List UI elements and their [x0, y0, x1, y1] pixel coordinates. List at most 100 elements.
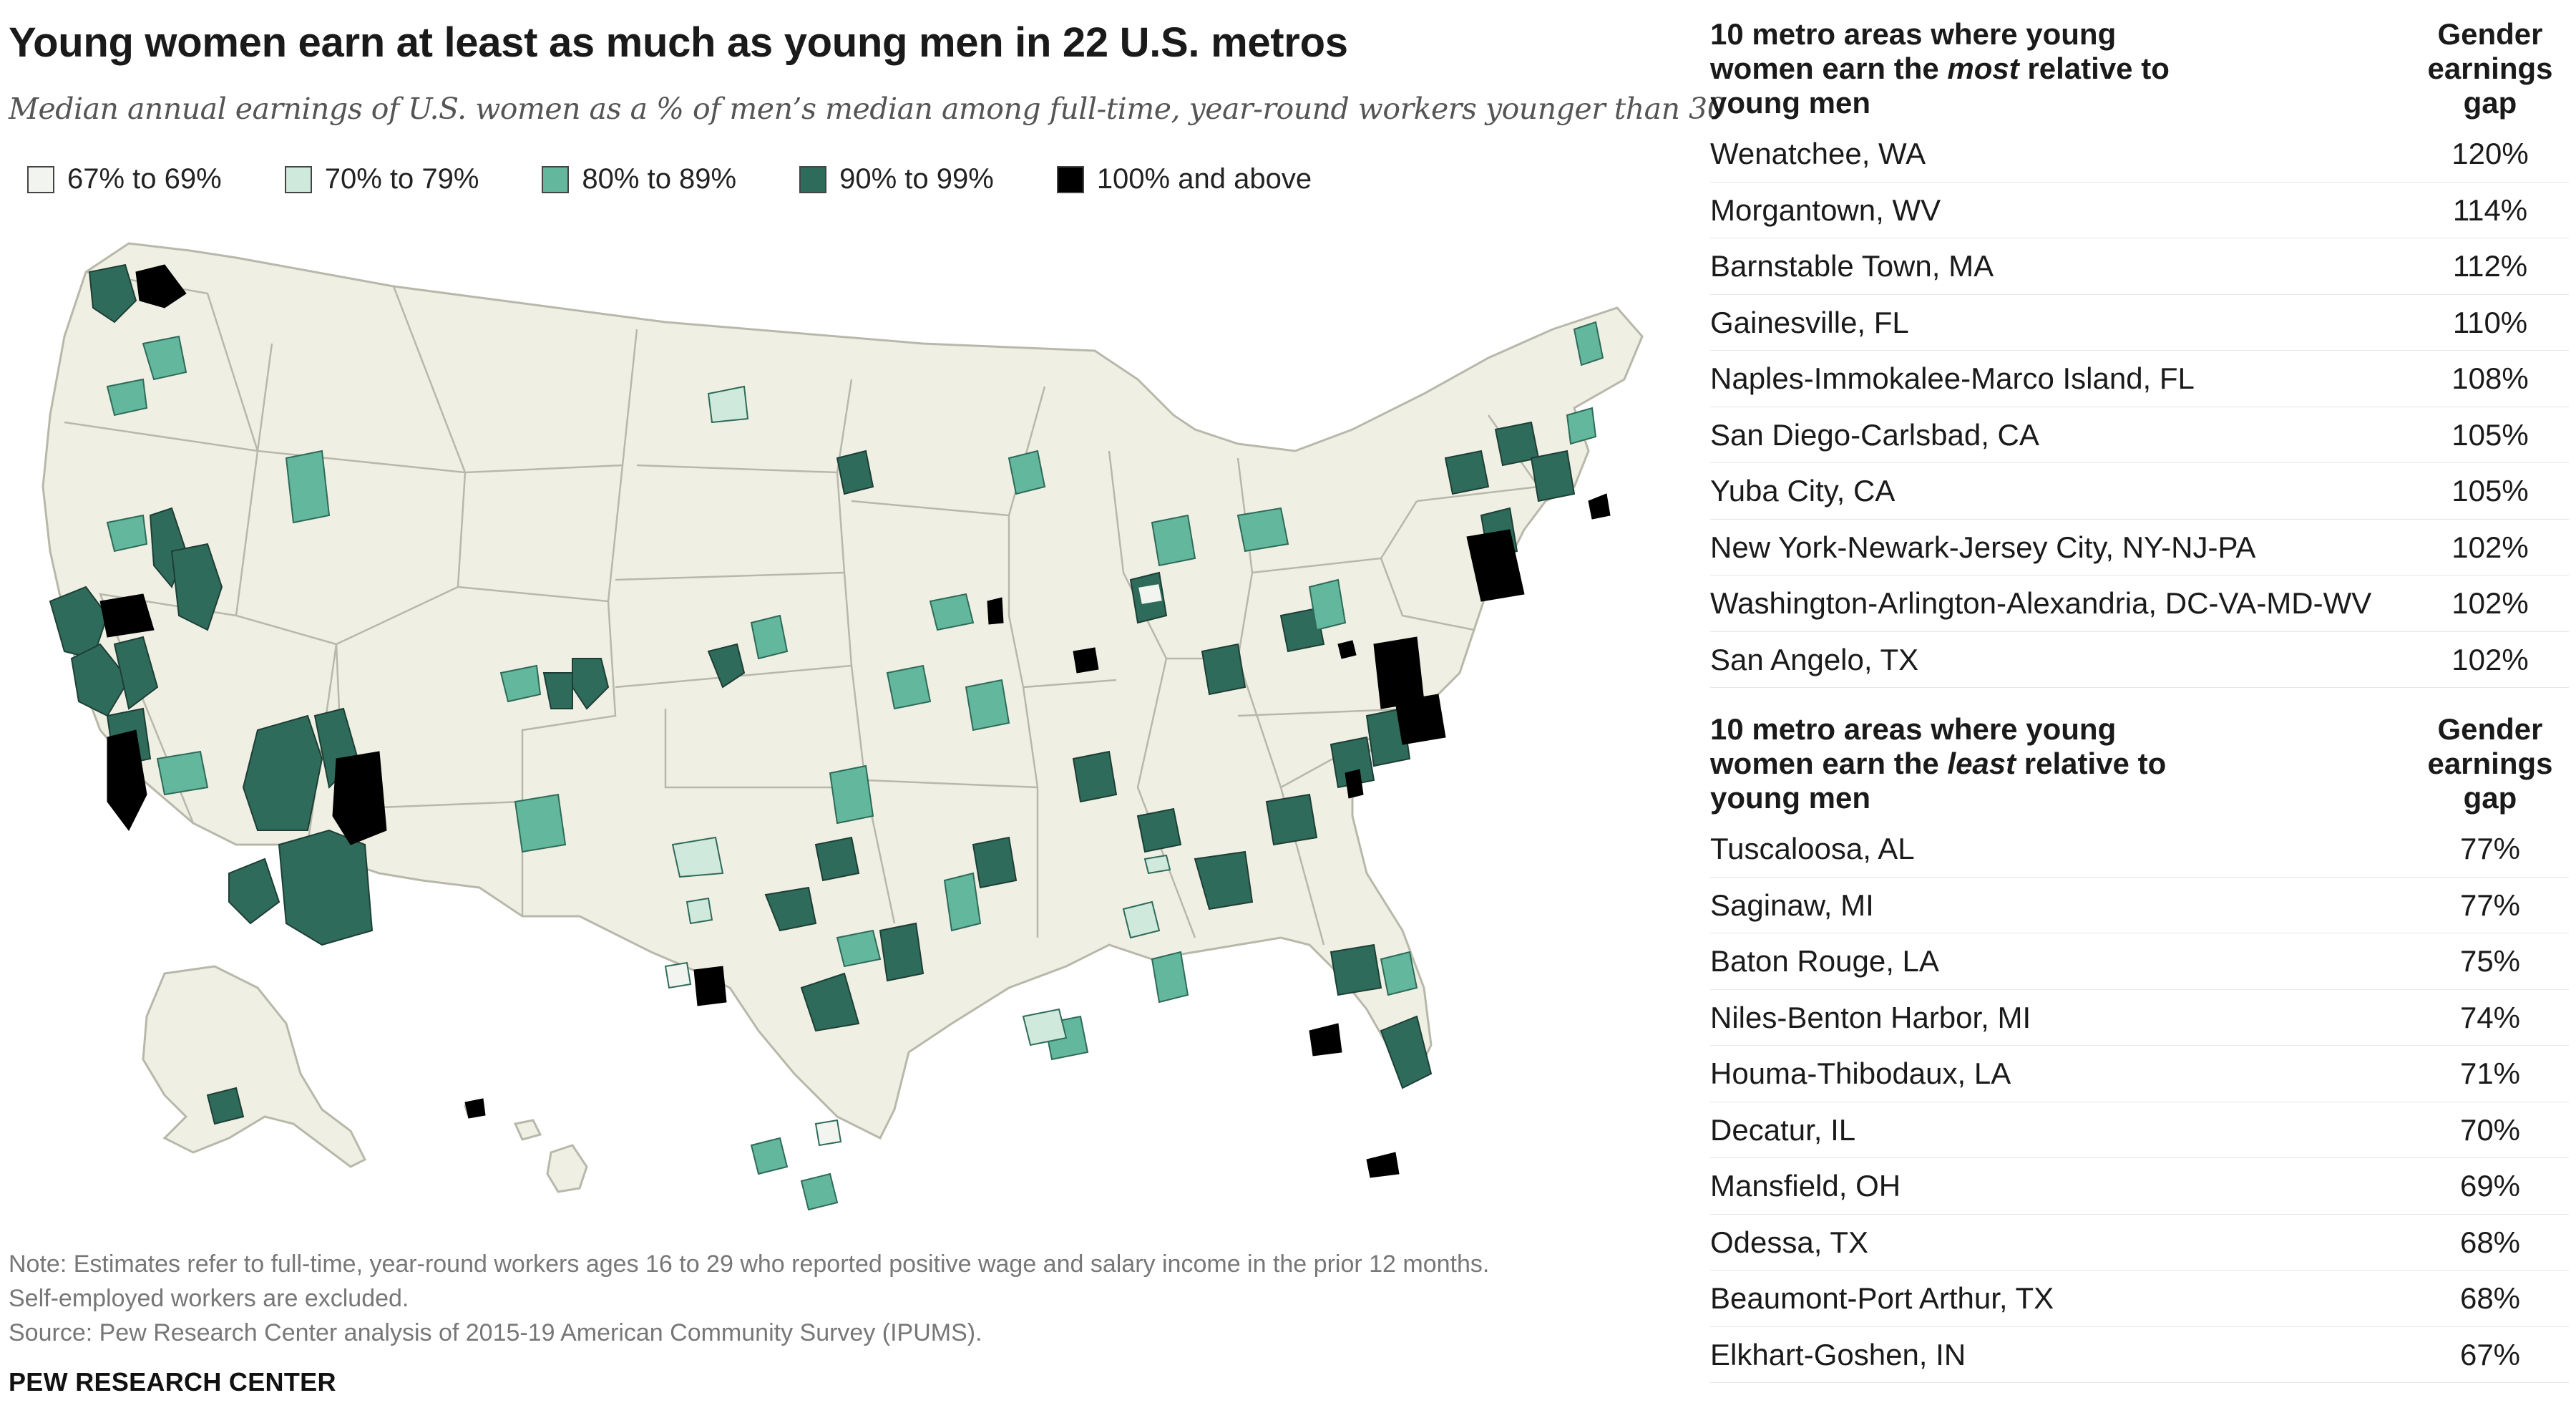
metro-area: [278, 829, 374, 946]
alaska: [142, 965, 367, 1168]
legend-swatch-70-79: [284, 165, 312, 193]
gap-value: 67%: [2459, 1337, 2521, 1371]
metro-area: [49, 586, 109, 660]
metro-area: [228, 858, 280, 925]
metro-area: [106, 514, 148, 553]
metro-area: [1573, 321, 1604, 366]
metro-area: [1008, 450, 1046, 495]
table-row: San Diego-Carlsbad, CA 105%: [1710, 407, 2569, 463]
metro-area: [836, 929, 882, 968]
table-row: San Angelo, TX 102%: [1710, 632, 2569, 688]
table-row: Decatur, IL 70%: [1710, 1102, 2569, 1158]
gap-value: 102%: [2451, 642, 2529, 676]
metro-area: [1466, 529, 1525, 602]
metro-area: [242, 714, 323, 831]
metro-area: [1308, 578, 1347, 631]
legend-item: 90% to 99%: [799, 163, 994, 195]
metro-area: [1022, 1008, 1068, 1046]
legend-label: 90% to 99%: [839, 163, 994, 195]
metro-area: [836, 450, 874, 495]
metro-area: [972, 836, 1018, 889]
metro-area: [1380, 1015, 1433, 1089]
table-row: Washington-Arlington-Alexandria, DC-VA-M…: [1710, 575, 2569, 632]
metro-area: [332, 751, 387, 845]
gap-value: 70%: [2459, 1112, 2521, 1147]
metro-name: Houma-Thibodaux, LA: [1710, 1057, 2011, 1090]
metro-area: [107, 729, 147, 831]
us-metro-map: [42, 242, 1644, 1211]
most-table-heading: 10 metro areas where young women earn th…: [1710, 17, 2170, 120]
chart-subtitle: Median annual earnings of U.S. women as …: [9, 92, 1726, 126]
metro-area: [206, 1087, 245, 1125]
metro-name: Barnstable Town, MA: [1710, 249, 1994, 283]
legend-label: 70% to 79%: [324, 163, 479, 195]
metro-area: [686, 897, 713, 925]
gap-value: 102%: [2451, 586, 2529, 620]
metro-area: [750, 1137, 789, 1175]
metro-area: [1265, 793, 1318, 846]
metro-name: San Angelo, TX: [1710, 642, 1919, 676]
metro-name: Yuba City, CA: [1710, 474, 1896, 507]
metro-area: [464, 1098, 486, 1119]
table-row: Naples-Immokalee-Marco Island, FL 108%: [1710, 351, 2569, 407]
legend-item: 67% to 69%: [27, 163, 222, 195]
metro-area: [106, 378, 148, 417]
table-row: Gainesville, FL 110%: [1710, 295, 2569, 351]
least-table-header: 10 metro areas where young women earn th…: [1710, 712, 2569, 815]
hawaii-big-island: [546, 1144, 588, 1193]
metro-area: [829, 764, 874, 825]
metro-area: [1345, 769, 1364, 799]
chart-title: Young women earn at least as much as you…: [9, 19, 1348, 66]
metro-area: [1330, 943, 1382, 996]
metro-name: Saginaw, MI: [1710, 888, 1874, 922]
metro-name: Mansfield, OH: [1710, 1169, 1901, 1203]
table-row: Saginaw, MI 77%: [1710, 878, 2569, 933]
legend-label: 67% to 69%: [67, 163, 222, 195]
metro-name: Beaumont-Port Arthur, TX: [1710, 1281, 2054, 1315]
metro-ranking-panel: 10 metro areas where young women earn th…: [1710, 17, 2569, 1383]
metro-area: [1380, 951, 1418, 996]
metro-area: [1072, 750, 1118, 803]
note-line-2: Self-employed workers are excluded.: [9, 1285, 409, 1312]
legend-item: 100% and above: [1056, 163, 1312, 195]
metro-area: [113, 636, 159, 710]
metro-area: [1444, 450, 1490, 495]
metro-area: [800, 972, 860, 1032]
table-row: Yuba City, CA 105%: [1710, 463, 2569, 520]
metro-area: [693, 966, 727, 1006]
gap-value: 110%: [2452, 305, 2528, 339]
metro-name: Niles-Benton Harbor, MI: [1710, 1000, 2031, 1034]
metro-area: [156, 750, 209, 796]
metro-area: [88, 263, 137, 324]
metro-area: [499, 664, 542, 703]
metro-areas-70-79: [671, 385, 1171, 1046]
metro-name: San Diego-Carlsbad, CA: [1710, 417, 2039, 452]
metro-area: [764, 886, 817, 932]
metro-name: Elkhart-Goshen, IN: [1710, 1337, 1966, 1371]
least-table-rows: Tuscaloosa, AL 77% Saginaw, MI 77% Baton R…: [1710, 821, 2569, 1383]
metro-area: [671, 836, 724, 878]
gap-value: 114%: [2452, 193, 2528, 227]
gap-value: 120%: [2451, 137, 2529, 170]
table-row: Beaumont-Port Arthur, TX 68%: [1710, 1271, 2569, 1327]
metro-area: [135, 264, 187, 309]
metro-area: [943, 872, 982, 932]
metro-area: [285, 450, 331, 524]
legend-label: 100% and above: [1096, 163, 1312, 195]
gap-value: 105%: [2451, 417, 2529, 452]
metro-area: [1236, 507, 1289, 553]
metro-area: [965, 679, 1010, 732]
gap-value: 105%: [2451, 474, 2529, 507]
metro-area: [800, 1172, 839, 1211]
gap-value: 108%: [2451, 361, 2529, 395]
hawaii-maui: [513, 1119, 542, 1141]
metro-name: New York-Newark-Jersey City, NY-NJ-PA: [1710, 530, 2256, 564]
table-row: Baton Rouge, LA 75%: [1710, 933, 2569, 990]
metro-area: [814, 836, 860, 882]
metro-name: Odessa, TX: [1710, 1225, 1868, 1259]
gap-value: 74%: [2459, 1000, 2521, 1034]
metro-area: [1330, 736, 1375, 789]
legend-label: 80% to 89%: [582, 163, 737, 195]
metro-areas-67-69: [664, 582, 1164, 1147]
gap-value: 77%: [2459, 888, 2521, 922]
